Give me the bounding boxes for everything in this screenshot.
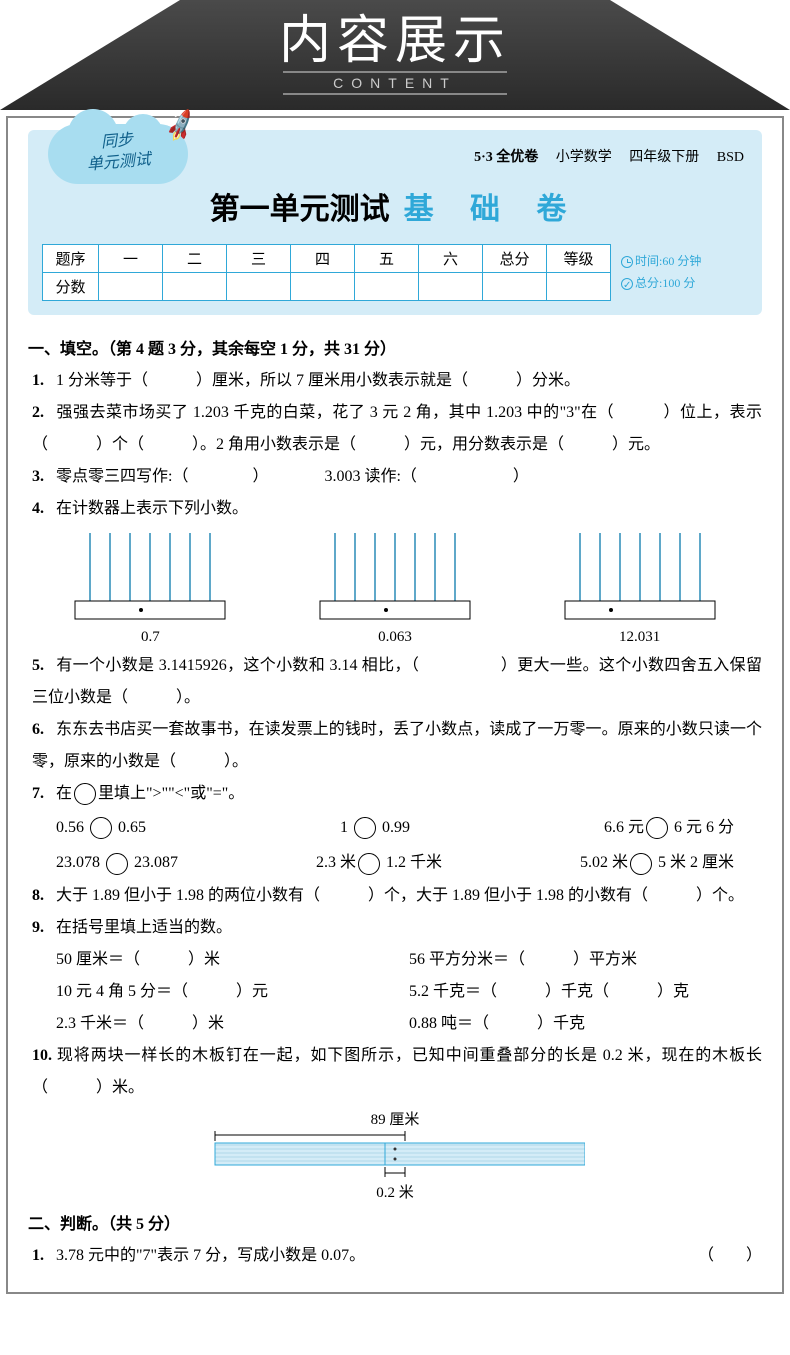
- abacus-3: 12.031: [555, 533, 725, 646]
- table-row: 题序 一 二 三 四 五 六 总分 等级: [43, 245, 611, 273]
- score-table-wrap: 题序 一 二 三 四 五 六 总分 等级 分数 时间:60 分钟 总分:100 …: [42, 244, 748, 301]
- worksheet-page: 同步 单元测试 🚀 5·3 全优卷 小学数学 四年级下册 BSD 第一单元测试 …: [6, 116, 784, 1294]
- q3a-text: 零点零三四写作:（ ）: [56, 468, 260, 485]
- cmp-6: 5.02 米 5 米 2 厘米: [580, 845, 734, 880]
- content-banner: 内容展示 CONTENT: [0, 0, 790, 110]
- section-2-title: 二、判断。（共 5 分）: [28, 1210, 762, 1234]
- question-5: 5.有一个小数是 3.1415926，这个小数和 3.14 相比，（ ）更大一些…: [32, 650, 762, 714]
- badge-line1: 同步: [100, 132, 133, 152]
- th-1: 一: [99, 245, 163, 273]
- cmp-4: 23.078 23.087: [56, 845, 178, 880]
- question-10: 10.现将两块一样长的木板钉在一起，如下图所示，已知中间重叠部分的长是 0.2 …: [32, 1040, 762, 1104]
- q9-title: 在括号里填上适当的数。: [56, 919, 232, 936]
- badge-line2: 单元测试: [86, 151, 151, 174]
- section-1-title: 一、填空。（第 4 题 3 分，其余每空 1 分，共 31 分）: [28, 335, 762, 359]
- cmp-5: 2.3 米 1.2 千米: [316, 845, 442, 880]
- th-2: 二: [163, 245, 227, 273]
- cmp-3: 6.6 元 6 元 6 分: [604, 810, 734, 845]
- cmp-2: 1 0.99: [340, 810, 410, 845]
- q3b-text: 3.003 读作:（ ）: [324, 468, 528, 485]
- th-4: 四: [291, 245, 355, 273]
- convert-grid: 50 厘米＝（ ）米 10 元 4 角 5 分＝（ ）元 2.3 千米＝（ ）米…: [28, 944, 762, 1040]
- th-5: 五: [355, 245, 419, 273]
- q4-text: 在计数器上表示下列小数。: [56, 500, 248, 517]
- banner-subtitle: CONTENT: [283, 71, 507, 95]
- q7-title: 在里填上">""<"或"="。: [56, 785, 244, 802]
- th-grade: 等级: [547, 245, 611, 273]
- conv-l1b: 56 平方分米＝（ ）平方米: [409, 944, 762, 976]
- question-3: 3.零点零三四写作:（ ） 3.003 读作:（ ）: [32, 461, 762, 493]
- exam-header: 同步 单元测试 🚀 5·3 全优卷 小学数学 四年级下册 BSD 第一单元测试 …: [28, 130, 762, 315]
- abacus-row: 0.7 0.063 12.031: [28, 533, 762, 646]
- plank-bottom-label: 0.2 米: [376, 1181, 414, 1202]
- j1-text: 3.78 元中的"7"表示 7 分，写成小数是 0.07。: [56, 1247, 365, 1264]
- th-3: 三: [227, 245, 291, 273]
- question-7: 7.在里填上">""<"或"="。: [32, 778, 762, 810]
- question-9: 9.在括号里填上适当的数。: [32, 912, 762, 944]
- conv-l3a: 2.3 千米＝（ ）米: [56, 1008, 409, 1040]
- abacus-1: 0.7: [65, 533, 235, 646]
- meta-subject: 小学数学: [556, 150, 612, 165]
- question-6: 6.东东去书店买一套故事书，在读发票上的钱时，丢了小数点，读成了一万零一。原来的…: [32, 714, 762, 778]
- time-text: 时间:60 分钟: [635, 254, 701, 268]
- q5-text: 有一个小数是 3.1415926，这个小数和 3.14 相比，（ ）更大一些。这…: [32, 657, 762, 706]
- th-seq: 题序: [43, 245, 99, 273]
- q8-text: 大于 1.89 但小于 1.98 的两位小数有（ ）个，大于 1.89 但小于 …: [56, 887, 744, 904]
- judge-1: 1.3.78 元中的"7"表示 7 分，写成小数是 0.07。（ ）: [32, 1240, 762, 1272]
- meta-grade: 四年级下册: [629, 150, 699, 165]
- th-total: 总分: [483, 245, 547, 273]
- question-4: 4.在计数器上表示下列小数。: [32, 493, 762, 525]
- score-table: 题序 一 二 三 四 五 六 总分 等级 分数: [42, 244, 611, 301]
- unit-title: 第一单元测试: [210, 193, 390, 226]
- td-score-label: 分数: [43, 273, 99, 301]
- clock-icon: [621, 256, 633, 268]
- q1-text: 1 分米等于（ ）厘米，所以 7 厘米用小数表示就是（ ）分米。: [56, 372, 580, 389]
- abacus-label-2: 0.063: [378, 629, 412, 646]
- conv-l2b: 5.2 千克＝（ ）千克（ ）克: [409, 976, 762, 1008]
- question-8: 8.大于 1.89 但小于 1.98 的两位小数有（ ）个，大于 1.89 但小…: [32, 880, 762, 912]
- th-6: 六: [419, 245, 483, 273]
- meta-edition: BSD: [717, 150, 744, 165]
- table-row: 分数: [43, 273, 611, 301]
- meta-series: 5·3 全优卷: [474, 150, 538, 165]
- time-info: 时间:60 分钟 总分:100 分: [621, 251, 701, 294]
- plank-top-label: 89 厘米: [371, 1108, 420, 1129]
- judge-paren: （ ）: [698, 1240, 762, 1272]
- q6-text: 东东去书店买一套故事书，在读发票上的钱时，丢了小数点，读成了一万零一。原来的小数…: [32, 721, 762, 770]
- cmp-1: 0.56 0.65: [56, 810, 146, 845]
- check-icon: [621, 278, 633, 290]
- q10-text: 现将两块一样长的木板钉在一起，如下图所示，已知中间重叠部分的长是 0.2 米，现…: [32, 1047, 762, 1096]
- banner-title: 内容展示: [279, 15, 511, 67]
- conv-l3b: 0.88 吨＝（ ）千克: [409, 1008, 762, 1040]
- abacus-label-3: 12.031: [619, 629, 660, 646]
- total-text: 总分:100 分: [635, 276, 695, 290]
- plank-svg: [205, 1131, 585, 1179]
- sync-test-badge: 同步 单元测试 🚀: [48, 124, 188, 194]
- question-1: 1.1 分米等于（ ）厘米，所以 7 厘米用小数表示就是（ ）分米。: [32, 365, 762, 397]
- plank-figure: 89 厘米 0.2 米: [28, 1108, 762, 1202]
- compare-row-1: 0.56 0.65 1 0.99 6.6 元 6 元 6 分: [28, 810, 762, 845]
- q2-text: 强强去菜市场买了 1.203 千克的白菜，花了 3 元 2 角，其中 1.203…: [32, 404, 762, 453]
- conv-l2a: 10 元 4 角 5 分＝（ ）元: [56, 976, 409, 1008]
- conv-l1a: 50 厘米＝（ ）米: [56, 944, 409, 976]
- abacus-2: 0.063: [310, 533, 480, 646]
- question-2: 2.强强去菜市场买了 1.203 千克的白菜，花了 3 元 2 角，其中 1.2…: [32, 397, 762, 461]
- compare-row-2: 23.078 23.087 2.3 米 1.2 千米 5.02 米 5 米 2 …: [28, 845, 762, 880]
- unit-subtitle: 基 础 卷: [404, 193, 581, 226]
- abacus-label-1: 0.7: [141, 629, 160, 646]
